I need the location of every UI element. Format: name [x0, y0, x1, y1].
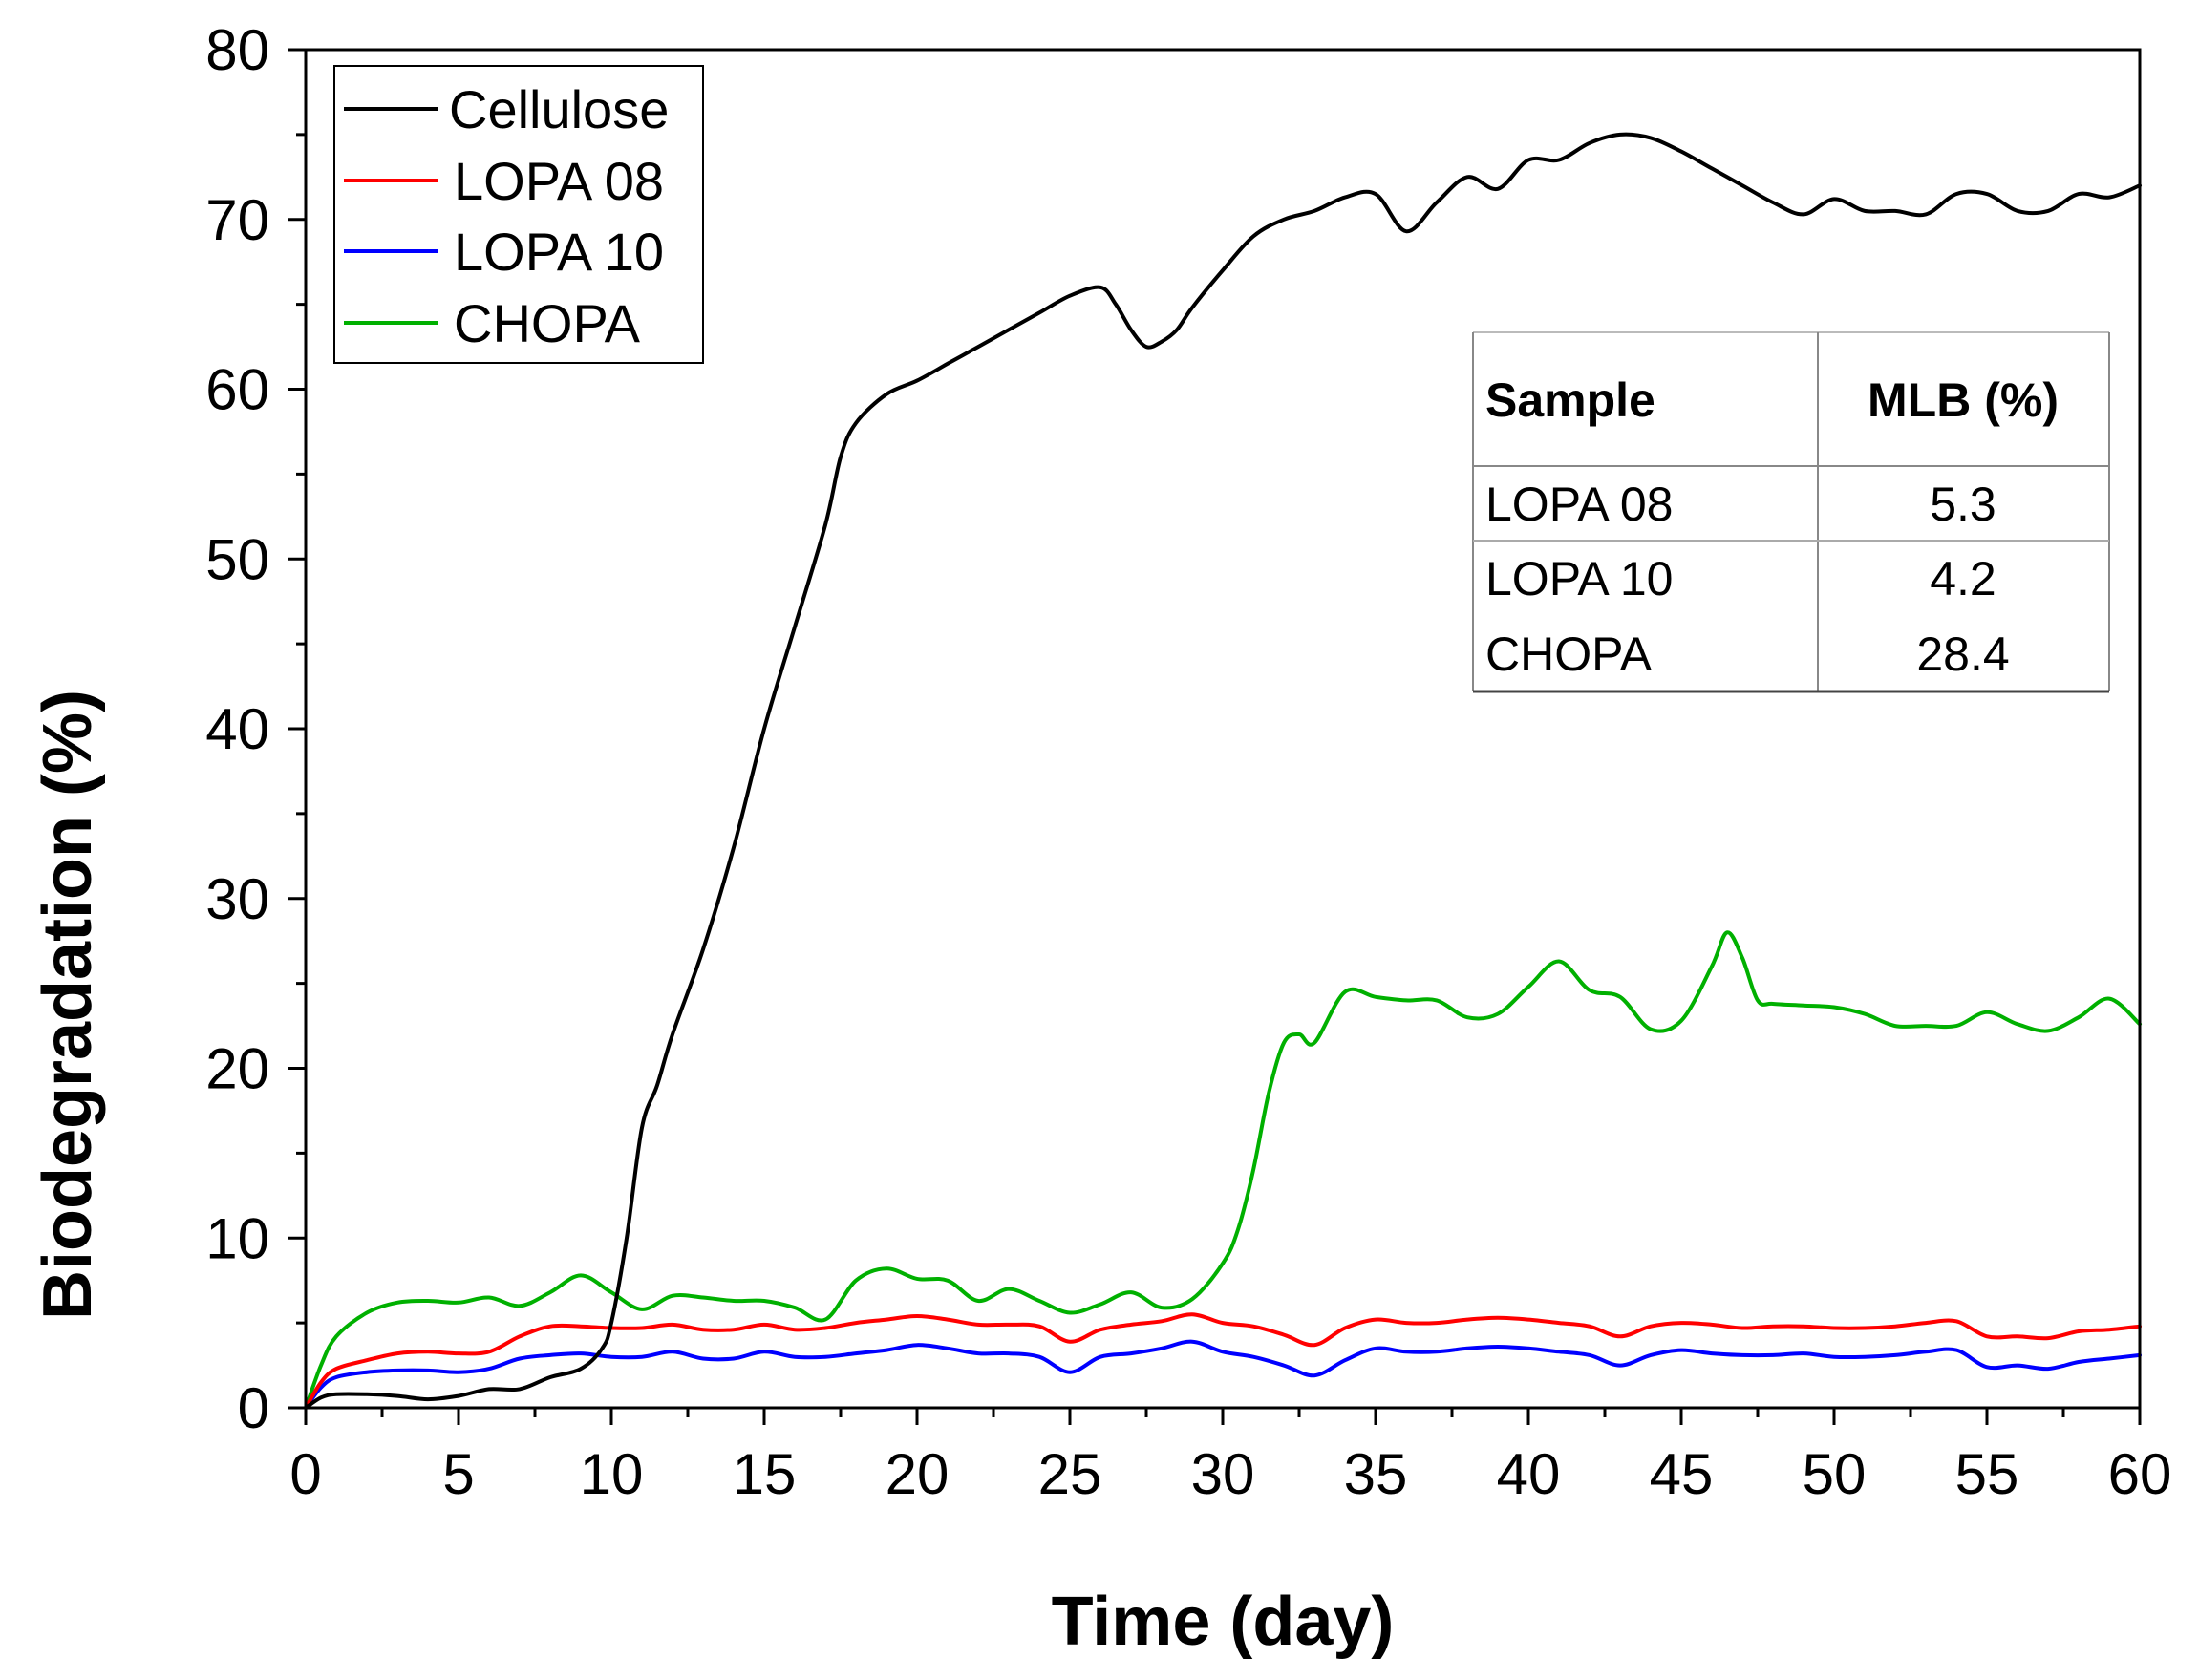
- y-tick-label: 40: [205, 697, 269, 761]
- series-line-cellulose: [304, 132, 2142, 1410]
- x-tick-label: 0: [289, 1442, 321, 1506]
- x-tick-label: 30: [1191, 1442, 1255, 1506]
- legend-label-cellulose: Cellulose: [449, 79, 669, 139]
- y-tick-label: 10: [205, 1206, 269, 1270]
- legend-box: [333, 65, 704, 364]
- y-tick-label: 20: [205, 1037, 269, 1101]
- legend-label-chopa: CHOPA: [454, 293, 641, 353]
- legend-label-lopa-10: LOPA 10: [454, 222, 664, 282]
- y-axis-title: Biodegradation (%): [30, 690, 106, 1320]
- inset-table-cell-mlb-lopa-10: 4.2: [1930, 552, 1996, 606]
- ticks-layer: 0 5 10 15 20 25 30 35 40 45 50 55 60 0 10 20 30 40 50 60 70 8…: [205, 18, 2171, 1506]
- x-tick-label: 60: [2108, 1442, 2172, 1506]
- series-line-chopa: [304, 930, 2142, 1410]
- x-tick-label: 15: [733, 1442, 797, 1506]
- y-tick-label: 30: [205, 867, 269, 931]
- series-line-lopa-10: [304, 1339, 2142, 1410]
- inset-table-cell-sample-lopa-08: LOPA 08: [1485, 478, 1673, 531]
- x-tick-label: 40: [1497, 1442, 1561, 1506]
- inset-table-cell-mlb-lopa-08: 5.3: [1930, 478, 1996, 531]
- x-tick-label: 55: [1955, 1442, 2019, 1506]
- x-tick-label: 35: [1344, 1442, 1408, 1506]
- x-tick-label: 5: [442, 1442, 474, 1506]
- y-tick-label: 50: [205, 527, 269, 591]
- inset-table-cell-mlb-chopa: 28.4: [1916, 627, 2009, 681]
- legend: Cellulose LOPA 08 LOPA 10 CHOPA: [333, 65, 704, 364]
- legend-label-lopa-08: LOPA 08: [454, 151, 664, 211]
- inset-table-cell-sample-chopa: CHOPA: [1485, 627, 1653, 681]
- x-tick-label: 10: [580, 1442, 644, 1506]
- series-layer: [304, 132, 2142, 1410]
- series-line-lopa-08: [304, 1312, 2142, 1410]
- inset-table-header-sample: Sample: [1485, 373, 1655, 427]
- x-axis-title: Time (day): [1052, 1584, 1395, 1660]
- x-tick-label: 20: [886, 1442, 950, 1506]
- y-tick-label: 0: [238, 1376, 269, 1440]
- inset-table-header-mlb: MLB (%): [1868, 373, 2059, 427]
- y-tick-label: 80: [205, 18, 269, 82]
- inset-table-background: [1473, 332, 2109, 691]
- x-tick-label: 50: [1803, 1442, 1867, 1506]
- y-tick-label: 60: [205, 358, 269, 422]
- inset-table-cell-sample-lopa-10: LOPA 10: [1485, 552, 1673, 606]
- mlb-inset-table: Sample MLB (%) LOPA 08 5.3 LOPA 10 4.2 C…: [1472, 331, 2110, 693]
- x-tick-label: 45: [1650, 1442, 1714, 1506]
- x-tick-label: 25: [1038, 1442, 1102, 1506]
- y-tick-label: 70: [205, 188, 269, 252]
